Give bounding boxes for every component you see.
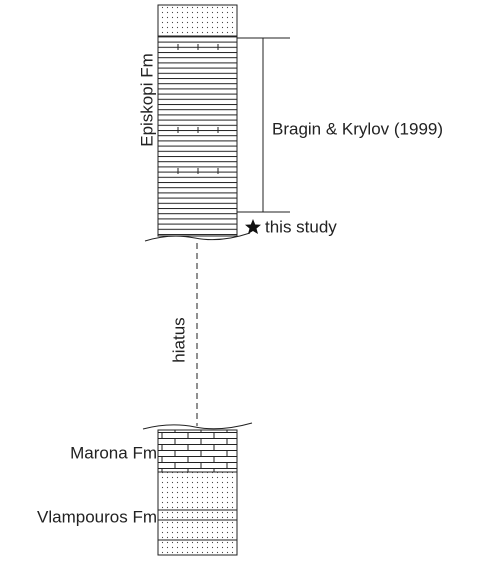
sandstone-bed <box>158 5 237 36</box>
stratigraphic-column: Bragin & Krylov (1999) this study Episko… <box>0 0 491 559</box>
limestone-bed <box>158 430 237 472</box>
gap-label: hiatus <box>169 317 188 362</box>
shale-beds <box>158 36 237 236</box>
formation-label: Vlampouros Fm <box>37 507 157 526</box>
sample-label: this study <box>265 217 337 236</box>
formation-label: Marona Fm <box>70 443 157 462</box>
page: Bragin & Krylov (1999) this study Episko… <box>0 0 491 564</box>
formation-label: Episkopi Fm <box>137 53 156 147</box>
sample-star <box>245 219 261 234</box>
sandstone-bed <box>158 472 237 555</box>
reference-label: Bragin & Krylov (1999) <box>272 119 443 138</box>
